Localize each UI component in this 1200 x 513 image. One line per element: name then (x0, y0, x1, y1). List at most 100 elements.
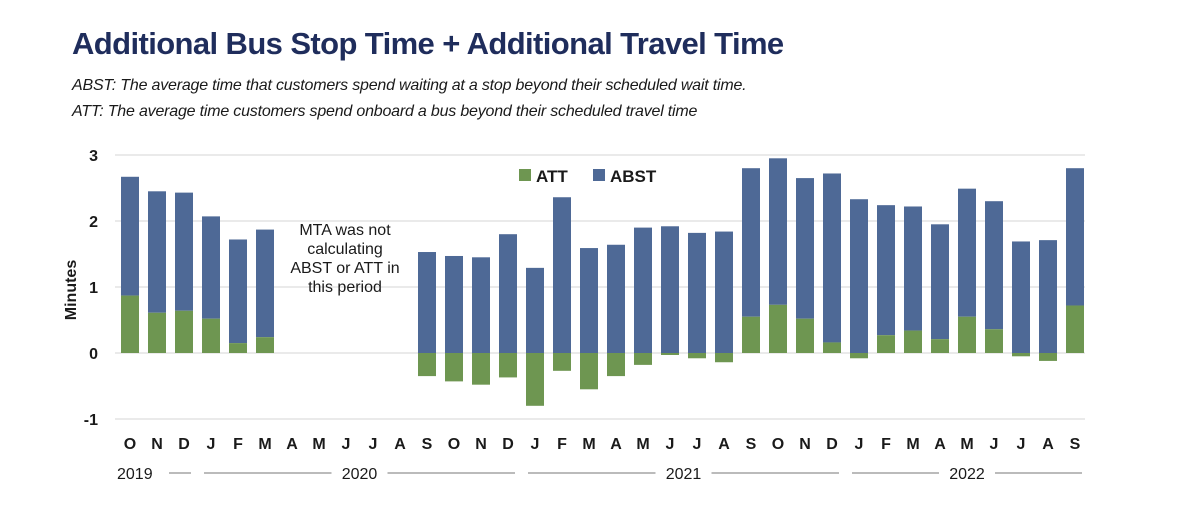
bar-att (634, 353, 652, 365)
x-tick-label: M (312, 436, 325, 453)
x-tick-label: S (1070, 436, 1081, 453)
bar-abst (175, 192, 193, 311)
bar-abst (769, 158, 787, 305)
x-tick-label: D (178, 436, 190, 453)
x-tick-label: O (124, 436, 136, 453)
x-tick-label: N (151, 436, 163, 453)
bar-abst (418, 252, 436, 353)
x-tick-label: A (934, 436, 946, 453)
legend-label-att: ATT (536, 167, 568, 186)
y-tick-label: -1 (84, 412, 98, 429)
x-tick-label: J (531, 436, 540, 453)
bar-att (445, 353, 463, 382)
bar-att (661, 353, 679, 355)
x-tick-label: O (772, 436, 784, 453)
bar-abst (877, 205, 895, 336)
abst-definition: ABST: The average time that customers sp… (72, 77, 747, 94)
bar-att (499, 353, 517, 378)
x-tick-label: O (448, 436, 460, 453)
bar-abst (823, 173, 841, 343)
x-tick-label: M (906, 436, 919, 453)
legend: ATT ABST (519, 167, 657, 186)
x-tick-label: J (342, 436, 351, 453)
bar-att (1066, 305, 1084, 353)
x-tick-label: F (233, 436, 243, 453)
legend-swatch-abst (593, 169, 605, 181)
y-tick-label: 3 (89, 148, 98, 165)
bar-abst (256, 229, 274, 338)
bar-abst (472, 257, 490, 353)
x-tick-label: J (666, 436, 675, 453)
bar-att (580, 353, 598, 390)
x-tick-label: A (394, 436, 406, 453)
bar-att (256, 337, 274, 353)
y-axis-ticks: 3 2 1 0 -1 (84, 148, 98, 429)
bar-abst (499, 234, 517, 353)
bar-att (175, 310, 193, 353)
annotation-line-2: calculating (307, 241, 383, 258)
y-axis-label: Minutes (63, 260, 80, 321)
bar-abst (607, 244, 625, 353)
x-tick-label: J (990, 436, 999, 453)
bar-att (202, 318, 220, 353)
legend-swatch-att (519, 169, 531, 181)
bar-att (769, 304, 787, 353)
x-tick-label: D (502, 436, 514, 453)
bar-abst (796, 178, 814, 319)
x-tick-label: J (1017, 436, 1026, 453)
bar-series (121, 158, 1084, 406)
x-tick-label: F (881, 436, 891, 453)
x-tick-label: A (610, 436, 622, 453)
bar-att (472, 353, 490, 385)
x-tick-label: M (960, 436, 973, 453)
year-label: 2022 (949, 466, 985, 483)
bar-att (796, 318, 814, 353)
x-tick-label: N (799, 436, 811, 453)
y-tick-label: 1 (89, 280, 98, 297)
bar-att (823, 342, 841, 353)
x-tick-label: A (286, 436, 298, 453)
bar-att (553, 353, 571, 371)
bar-abst (661, 226, 679, 353)
bar-att (742, 316, 760, 353)
x-tick-label: F (557, 436, 567, 453)
x-tick-label: M (258, 436, 271, 453)
x-axis-year-labels: 2019 2020 2021 2022 (117, 466, 1082, 483)
bar-att (715, 353, 733, 363)
bar-att (1039, 353, 1057, 361)
bar-abst (445, 255, 463, 353)
grid-lines (115, 154, 1085, 420)
bar-att (958, 316, 976, 353)
bar-abst (580, 248, 598, 353)
bar-att (229, 343, 247, 353)
x-tick-label: S (422, 436, 433, 453)
bar-abst (688, 232, 706, 353)
x-tick-label: J (207, 436, 216, 453)
x-tick-label: J (693, 436, 702, 453)
bar-att (931, 339, 949, 353)
x-tick-label: D (826, 436, 838, 453)
bar-att (418, 353, 436, 377)
x-tick-label: J (369, 436, 378, 453)
bar-att (688, 353, 706, 359)
bar-att (526, 353, 544, 406)
bar-abst (634, 227, 652, 353)
x-tick-label: M (582, 436, 595, 453)
x-tick-label: N (475, 436, 487, 453)
annotation-line-3: ABST or ATT in (290, 260, 399, 277)
x-tick-label: A (718, 436, 730, 453)
x-tick-label: A (1042, 436, 1054, 453)
gap-annotation: MTA was not calculating ABST or ATT in t… (290, 222, 399, 296)
bar-abst (715, 231, 733, 353)
bar-abst (202, 216, 220, 319)
y-tick-label: 2 (89, 214, 98, 231)
bar-abst (526, 267, 544, 353)
bar-abst (931, 224, 949, 340)
bar-abst (1012, 241, 1030, 353)
x-tick-label: S (746, 436, 757, 453)
chart-title: Additional Bus Stop Time + Additional Tr… (72, 26, 784, 61)
x-tick-label: M (636, 436, 649, 453)
bar-att (985, 329, 1003, 353)
year-label: 2019 (117, 466, 153, 483)
